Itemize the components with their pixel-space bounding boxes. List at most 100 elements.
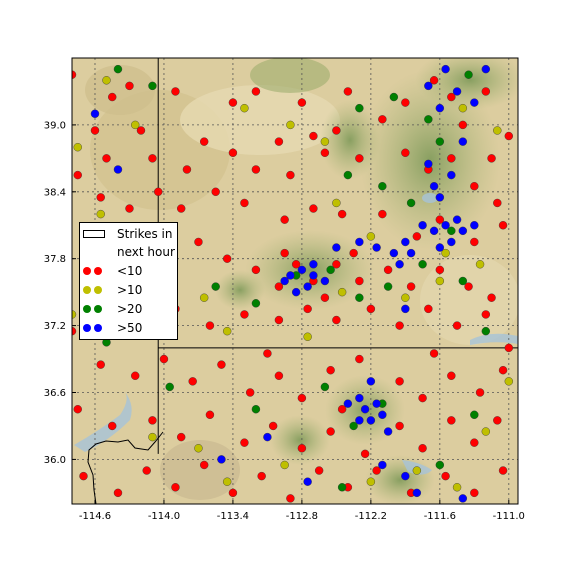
strike-point-gt50 xyxy=(470,98,479,107)
strike-point-gt10 xyxy=(412,466,422,475)
strike-point-lt10 xyxy=(429,76,439,85)
strike-point-lt10 xyxy=(136,126,146,135)
strike-point-lt10 xyxy=(96,360,105,369)
strike-point-lt10 xyxy=(171,87,180,96)
strike-point-lt10 xyxy=(222,254,232,263)
strike-point-gt10 xyxy=(452,483,462,492)
strike-point-gt10 xyxy=(73,142,82,152)
strike-point-lt10 xyxy=(395,321,404,330)
strike-point-gt20 xyxy=(165,382,174,392)
strike-point-lt10 xyxy=(447,416,456,425)
strike-point-lt10 xyxy=(108,92,117,102)
strike-point-lt10 xyxy=(452,321,462,330)
strike-point-lt10 xyxy=(303,304,312,314)
strike-point-gt10 xyxy=(481,427,491,436)
y-tick-label: 36.6 xyxy=(44,388,66,399)
strike-point-lt10 xyxy=(171,483,180,492)
strike-point-gt20 xyxy=(211,282,220,291)
strike-point-gt50 xyxy=(458,137,468,146)
strike-point-lt10 xyxy=(251,165,261,174)
strike-point-gt20 xyxy=(418,260,427,269)
strike-point-lt10 xyxy=(268,421,278,431)
legend-entry-strikes: Strikes in xyxy=(83,225,173,243)
strike-point-lt10 xyxy=(188,377,197,386)
strike-point-gt50 xyxy=(406,248,416,258)
strike-point-gt10 xyxy=(102,76,111,85)
strike-point-gt20 xyxy=(464,70,473,79)
y-tick-label: 37.2 xyxy=(44,321,66,332)
strike-point-gt50 xyxy=(113,165,123,174)
legend-label-gt50: >50 xyxy=(117,321,143,335)
strike-point-lt10 xyxy=(435,215,445,224)
strike-point-gt10 xyxy=(222,477,232,486)
strike-point-gt50 xyxy=(297,265,307,275)
legend-box-icon xyxy=(83,230,105,238)
strike-point-lt10 xyxy=(498,466,508,475)
strike-point-gt50 xyxy=(291,287,301,297)
strike-point-gt10 xyxy=(337,287,347,297)
strike-point-lt10 xyxy=(228,98,238,107)
strike-point-lt10 xyxy=(441,471,450,481)
strike-point-lt10 xyxy=(228,488,238,498)
legend-marker-gt10-icon xyxy=(94,286,102,294)
legend-marker-gt10-icon xyxy=(83,286,91,294)
strike-point-lt10 xyxy=(108,421,117,431)
y-tick-label: 38.4 xyxy=(44,187,66,198)
strike-point-lt10 xyxy=(406,282,416,291)
strike-point-lt10 xyxy=(199,460,209,470)
strike-point-gt50 xyxy=(447,237,456,247)
x-tick-label: -111.6 xyxy=(424,511,456,522)
strike-point-gt10 xyxy=(441,248,450,258)
strike-point-gt50 xyxy=(401,237,410,247)
strike-point-lt10 xyxy=(332,315,341,325)
strike-point-gt50 xyxy=(470,221,479,230)
strike-point-lt10 xyxy=(493,416,502,425)
strike-point-lt10 xyxy=(72,70,77,79)
strike-point-lt10 xyxy=(337,405,347,414)
strike-point-lt10 xyxy=(72,326,77,336)
strike-point-lt10 xyxy=(487,154,496,163)
strike-point-lt10 xyxy=(378,209,387,219)
strike-point-lt10 xyxy=(286,170,295,180)
strike-point-lt10 xyxy=(395,421,404,431)
strike-point-lt10 xyxy=(211,187,220,197)
strike-point-lt10 xyxy=(274,315,284,325)
strike-point-lt10 xyxy=(337,209,347,219)
strike-point-lt10 xyxy=(286,494,295,503)
strike-point-lt10 xyxy=(291,260,301,269)
legend-entry-gt10: >10 xyxy=(83,281,142,299)
strike-point-lt10 xyxy=(470,237,479,247)
strike-point-lt10 xyxy=(470,488,479,498)
strike-point-lt10 xyxy=(73,405,82,414)
legend-title-line2: next hour xyxy=(117,245,175,259)
strike-point-lt10 xyxy=(447,92,456,102)
strike-point-lt10 xyxy=(125,81,134,91)
strike-point-lt10 xyxy=(447,154,456,163)
strike-point-gt50 xyxy=(452,87,462,96)
strike-point-lt10 xyxy=(395,377,404,386)
x-tick-label: -113.4 xyxy=(217,511,249,522)
strike-point-lt10 xyxy=(481,87,491,96)
strike-point-lt10 xyxy=(360,449,370,459)
strike-point-lt10 xyxy=(309,131,318,141)
strike-point-lt10 xyxy=(297,444,307,453)
strike-point-gt10 xyxy=(240,103,249,113)
strike-point-gt50 xyxy=(309,260,318,269)
strike-point-gt50 xyxy=(441,64,450,74)
strike-point-gt50 xyxy=(286,271,295,280)
strike-point-lt10 xyxy=(429,349,439,358)
strike-point-gt20 xyxy=(326,265,335,275)
strike-point-gt20 xyxy=(447,226,456,236)
strike-point-lt10 xyxy=(504,131,514,141)
strike-point-gt10 xyxy=(131,120,140,130)
strike-point-lt10 xyxy=(240,438,249,447)
strike-point-lt10 xyxy=(263,349,272,358)
strike-point-gt10 xyxy=(320,137,330,146)
strike-point-gt50 xyxy=(90,109,100,118)
strike-point-gt10 xyxy=(222,326,232,336)
strike-point-lt10 xyxy=(297,393,307,403)
legend-label-gt10: >10 xyxy=(117,283,143,297)
strike-point-gt50 xyxy=(435,193,445,202)
y-tick-label: 39.0 xyxy=(44,120,66,131)
strike-point-gt50 xyxy=(366,377,376,386)
